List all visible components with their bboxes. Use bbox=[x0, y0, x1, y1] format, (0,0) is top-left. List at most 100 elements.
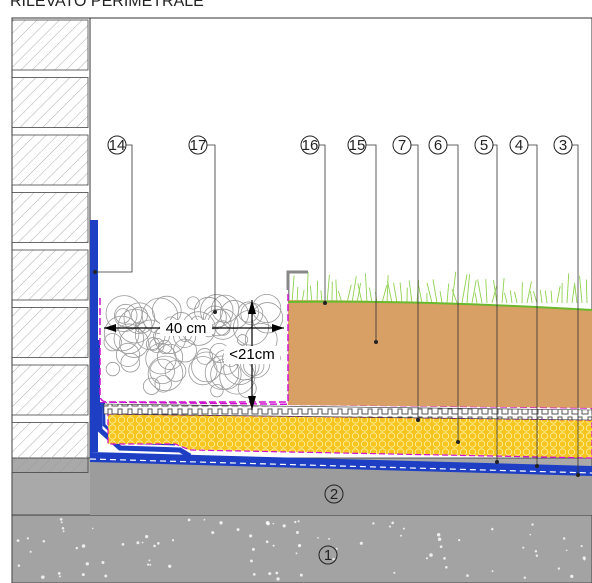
speck bbox=[557, 567, 561, 570]
speck bbox=[580, 545, 583, 548]
blade bbox=[451, 271, 457, 304]
stone bbox=[149, 337, 165, 354]
label-bg bbox=[160, 320, 212, 336]
callout-label: 4 bbox=[515, 137, 523, 154]
blade bbox=[346, 284, 352, 304]
blade bbox=[544, 290, 548, 304]
blade bbox=[451, 289, 458, 304]
dim-width-label: 40 cm bbox=[166, 320, 207, 337]
speck bbox=[437, 537, 442, 542]
stone bbox=[114, 303, 138, 328]
stone bbox=[145, 343, 177, 375]
blade bbox=[446, 283, 450, 304]
blade bbox=[393, 282, 398, 304]
blade bbox=[504, 292, 508, 304]
leader-dot bbox=[456, 440, 460, 444]
speck bbox=[265, 540, 269, 544]
speck bbox=[429, 553, 433, 557]
stone bbox=[115, 342, 140, 367]
brick bbox=[11, 134, 89, 186]
speck bbox=[203, 518, 206, 521]
blade bbox=[550, 290, 553, 304]
grass bbox=[287, 271, 592, 311]
blade bbox=[471, 280, 477, 304]
blade bbox=[316, 280, 319, 304]
speck bbox=[282, 524, 286, 528]
callout-circle bbox=[300, 135, 320, 155]
blade bbox=[432, 279, 438, 304]
callout-circle bbox=[318, 545, 338, 565]
stone bbox=[130, 306, 148, 324]
leader-line bbox=[207, 144, 216, 312]
blade bbox=[306, 271, 309, 304]
speck bbox=[16, 539, 20, 543]
speck bbox=[147, 563, 150, 566]
blade bbox=[566, 273, 570, 304]
turf-line bbox=[287, 300, 592, 311]
callout-circle bbox=[428, 135, 448, 155]
speck bbox=[62, 530, 65, 533]
speck bbox=[148, 559, 151, 562]
speck bbox=[443, 556, 446, 560]
stone bbox=[157, 339, 172, 355]
brick bbox=[11, 364, 89, 416]
stone bbox=[154, 375, 172, 393]
membrane-corner bbox=[95, 339, 192, 459]
leader-dot bbox=[213, 310, 217, 314]
stone bbox=[200, 294, 234, 328]
stone bbox=[105, 361, 120, 377]
layer-label: 2 bbox=[330, 486, 338, 503]
speck bbox=[317, 537, 319, 539]
blade bbox=[539, 289, 543, 304]
speck bbox=[393, 571, 396, 574]
blade bbox=[439, 290, 443, 304]
speck bbox=[81, 544, 86, 548]
layer-label: 1 bbox=[324, 547, 332, 564]
speck bbox=[458, 539, 461, 542]
speck bbox=[61, 526, 65, 530]
callout-circle bbox=[553, 135, 573, 155]
stone bbox=[145, 337, 160, 352]
speck bbox=[75, 546, 79, 550]
dim-height-label: <21cm bbox=[229, 346, 274, 363]
speck bbox=[81, 573, 85, 577]
speck bbox=[583, 558, 586, 561]
speck bbox=[153, 544, 156, 548]
leader-dot bbox=[93, 270, 97, 274]
callout-circle bbox=[509, 135, 529, 155]
speck bbox=[219, 521, 223, 525]
speck bbox=[42, 539, 46, 543]
blade bbox=[585, 279, 588, 304]
speck bbox=[157, 542, 160, 545]
speck bbox=[565, 549, 568, 552]
speck bbox=[425, 557, 429, 560]
speck bbox=[389, 525, 392, 528]
label-bg bbox=[224, 346, 280, 364]
stone bbox=[120, 352, 141, 373]
leader-dot bbox=[535, 464, 539, 468]
leader-dot bbox=[576, 473, 580, 477]
speck bbox=[400, 534, 402, 537]
brick bbox=[11, 77, 89, 128]
callout-circle bbox=[107, 135, 127, 155]
leader-dot bbox=[416, 418, 420, 422]
brick bbox=[11, 249, 89, 301]
speck bbox=[297, 544, 302, 548]
blade bbox=[485, 279, 488, 304]
upstand-membrane bbox=[90, 220, 98, 452]
stone bbox=[164, 360, 187, 382]
speck bbox=[296, 531, 299, 534]
speck bbox=[17, 564, 21, 567]
speck bbox=[436, 533, 441, 537]
gravel-fabric bbox=[99, 292, 289, 403]
speck bbox=[570, 574, 574, 579]
blade bbox=[509, 290, 513, 304]
blade bbox=[477, 279, 483, 304]
speck bbox=[58, 575, 61, 578]
speck bbox=[104, 574, 108, 578]
blade bbox=[492, 279, 498, 304]
blade bbox=[368, 287, 373, 304]
speck bbox=[372, 522, 375, 525]
speck bbox=[91, 527, 94, 530]
leader-line bbox=[366, 144, 377, 342]
